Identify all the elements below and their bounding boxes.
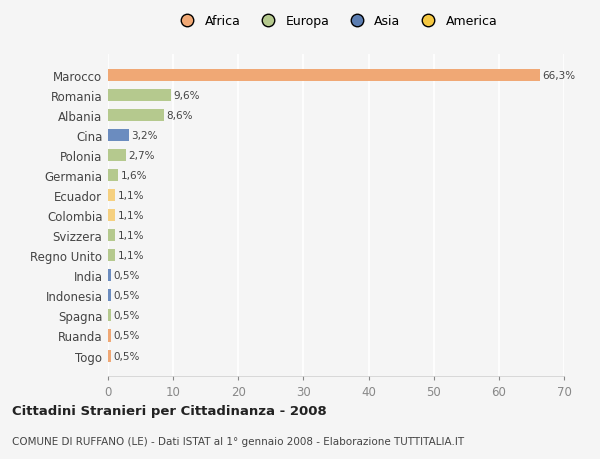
Bar	[108, 270, 111, 282]
Bar	[108, 110, 164, 122]
Text: 1,1%: 1,1%	[118, 231, 144, 241]
Bar	[108, 330, 111, 342]
Text: 66,3%: 66,3%	[542, 71, 575, 81]
Text: 0,5%: 0,5%	[114, 311, 140, 321]
Legend: Africa, Europa, Asia, America: Africa, Europa, Asia, America	[170, 10, 502, 33]
Text: 1,6%: 1,6%	[121, 171, 148, 181]
Bar	[108, 130, 129, 142]
Text: Cittadini Stranieri per Cittadinanza - 2008: Cittadini Stranieri per Cittadinanza - 2…	[12, 404, 327, 417]
Text: 0,5%: 0,5%	[114, 351, 140, 361]
Text: 8,6%: 8,6%	[167, 111, 193, 121]
Text: 9,6%: 9,6%	[173, 91, 200, 101]
Bar	[108, 150, 125, 162]
Bar	[108, 310, 111, 322]
Bar	[108, 90, 170, 102]
Text: 1,1%: 1,1%	[118, 191, 144, 201]
Text: 2,7%: 2,7%	[128, 151, 155, 161]
Text: 3,2%: 3,2%	[131, 131, 158, 141]
Text: 0,5%: 0,5%	[114, 331, 140, 341]
Bar	[108, 230, 115, 242]
Bar	[108, 350, 111, 362]
Bar	[108, 250, 115, 262]
Bar	[108, 70, 540, 82]
Text: 0,5%: 0,5%	[114, 291, 140, 301]
Text: COMUNE DI RUFFANO (LE) - Dati ISTAT al 1° gennaio 2008 - Elaborazione TUTTITALIA: COMUNE DI RUFFANO (LE) - Dati ISTAT al 1…	[12, 436, 464, 446]
Text: 1,1%: 1,1%	[118, 211, 144, 221]
Text: 0,5%: 0,5%	[114, 271, 140, 281]
Bar	[108, 190, 115, 202]
Text: 1,1%: 1,1%	[118, 251, 144, 261]
Bar	[108, 170, 118, 182]
Bar	[108, 290, 111, 302]
Bar	[108, 210, 115, 222]
